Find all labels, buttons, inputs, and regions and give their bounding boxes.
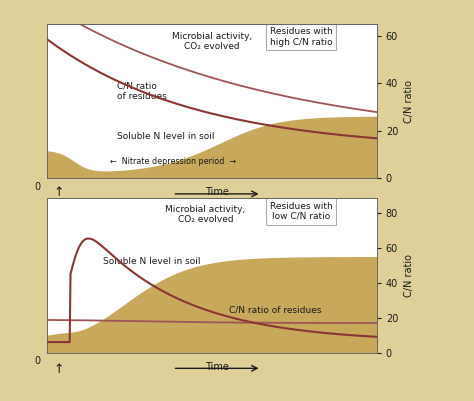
Text: Soluble N level in soil: Soluble N level in soil xyxy=(117,132,214,141)
Text: 0: 0 xyxy=(35,356,41,366)
Text: Residues with
low C/N ratio: Residues with low C/N ratio xyxy=(270,202,332,221)
Text: ↑: ↑ xyxy=(53,363,64,376)
Text: C/N ratio
of residues: C/N ratio of residues xyxy=(117,81,166,101)
Text: ↑: ↑ xyxy=(53,186,64,199)
Text: Time: Time xyxy=(206,362,229,372)
Text: C/N ratio of residues: C/N ratio of residues xyxy=(228,305,321,314)
Y-axis label: C/N ratio: C/N ratio xyxy=(404,254,414,297)
Text: Time: Time xyxy=(206,187,229,197)
Text: Soluble N level in soil: Soluble N level in soil xyxy=(103,257,201,266)
Text: Microbial activity,
CO₂ evolved: Microbial activity, CO₂ evolved xyxy=(172,32,252,51)
Text: Microbial activity,
CO₂ evolved: Microbial activity, CO₂ evolved xyxy=(165,205,246,224)
Text: ←  Nitrate depression period  →: ← Nitrate depression period → xyxy=(109,157,236,166)
Text: 0: 0 xyxy=(35,182,41,192)
Y-axis label: C/N ratio: C/N ratio xyxy=(404,80,414,123)
Text: Residues with
high C/N ratio: Residues with high C/N ratio xyxy=(270,27,332,47)
